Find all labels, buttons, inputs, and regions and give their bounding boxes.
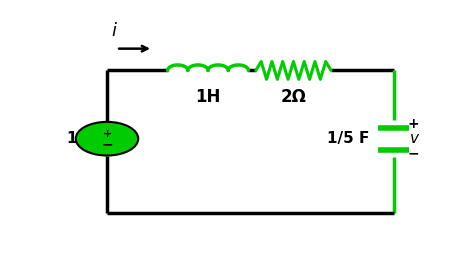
Text: 1H: 1H <box>195 88 221 106</box>
Text: i: i <box>112 22 117 40</box>
Text: 1/5 F: 1/5 F <box>327 131 370 146</box>
Text: v: v <box>410 131 419 146</box>
Text: −: − <box>101 137 113 151</box>
Circle shape <box>76 122 138 155</box>
Text: 10 V: 10 V <box>66 131 105 146</box>
Text: +: + <box>408 117 419 131</box>
Text: −: − <box>408 146 419 161</box>
Text: 2Ω: 2Ω <box>281 88 307 106</box>
Text: +: + <box>102 129 112 139</box>
